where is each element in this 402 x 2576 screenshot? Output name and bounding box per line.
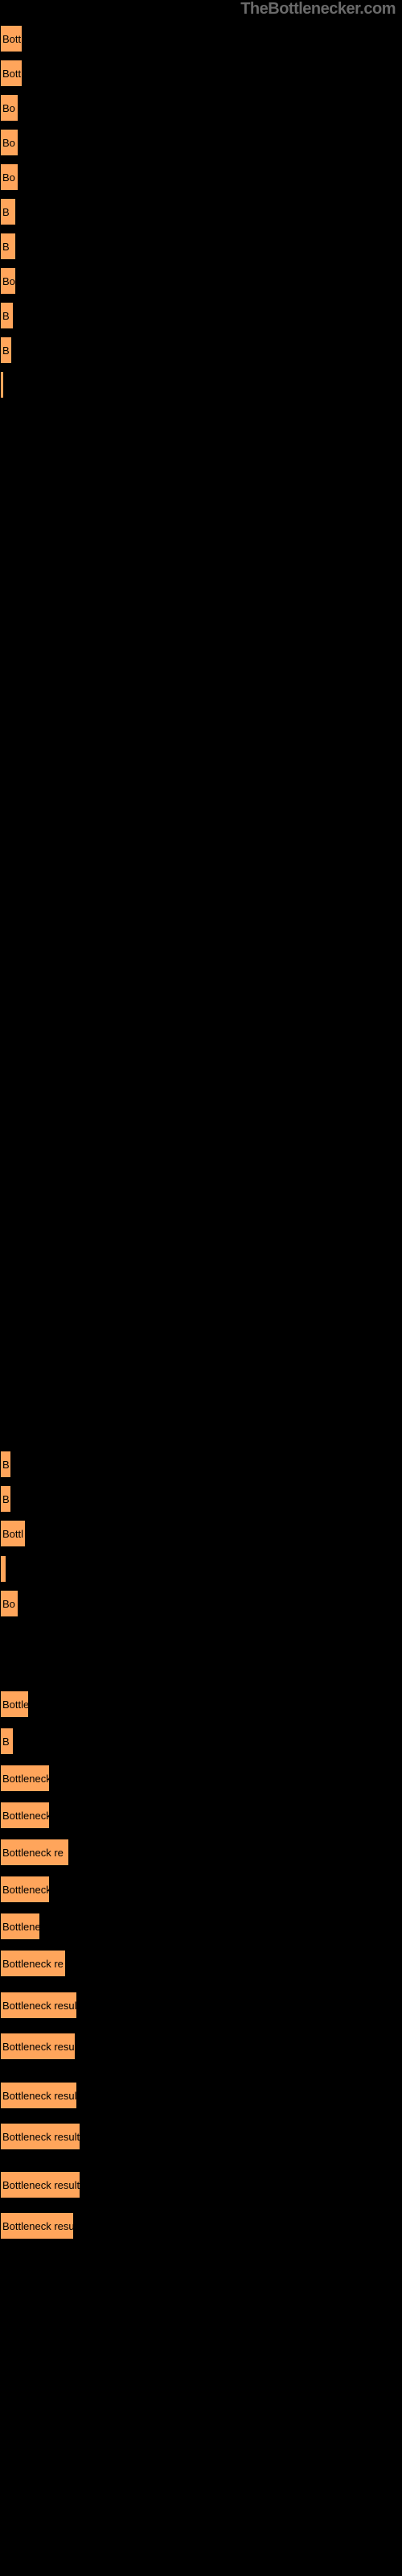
bar: B xyxy=(0,336,12,364)
bar: B xyxy=(0,233,16,260)
bar-row: Bottleneck xyxy=(0,1876,50,1903)
bar-row: Bottleneck re xyxy=(0,1950,66,1977)
bar: Bo xyxy=(0,267,16,295)
bar-row: Bo xyxy=(0,163,18,191)
bar: Bottleneck xyxy=(0,1802,50,1829)
bar: Bottleneck re xyxy=(0,1839,69,1866)
bar-row: Bottleneck xyxy=(0,1802,50,1829)
bar: Bottleneck re xyxy=(0,1950,66,1977)
bar-row: Bottleneck result xyxy=(0,2123,80,2150)
bar: B xyxy=(0,1451,11,1478)
bar-row: Bottl xyxy=(0,1520,26,1547)
bar-row: Bottleneck resul xyxy=(0,1992,77,2019)
bar: Bo xyxy=(0,163,18,191)
bar-row: B xyxy=(0,336,12,364)
bar: B xyxy=(0,302,14,329)
bar-row: Bo xyxy=(0,267,16,295)
watermark: TheBottlenecker.com xyxy=(240,0,396,19)
bar-row: B xyxy=(0,302,14,329)
bar: Bottle xyxy=(0,25,23,52)
bar-row: Bottleneck resul xyxy=(0,2082,77,2109)
bar: Bottleneck result xyxy=(0,2171,80,2198)
bar: Bottleneck xyxy=(0,1876,50,1903)
bar: Bottl xyxy=(0,1520,26,1547)
bar-row: Bottleneck re xyxy=(0,1839,69,1866)
bar-row: Bottleneck result xyxy=(0,2171,80,2198)
bar: Bottleneck result xyxy=(0,2123,80,2150)
bar: B xyxy=(0,198,16,225)
bar: Bottleneck xyxy=(0,1765,50,1792)
bar-row: Bottleneck resul xyxy=(0,2033,76,2060)
bar: B xyxy=(0,1728,14,1755)
bar-row: Bo xyxy=(0,94,18,122)
bar-row: B xyxy=(0,198,16,225)
bar-row: Bo xyxy=(0,1590,18,1617)
bar-row: Bottleneck resu xyxy=(0,2212,74,2240)
bar-row: B xyxy=(0,233,16,260)
bar: Bottleneck resul xyxy=(0,2033,76,2060)
bar: Bottleneck resu xyxy=(0,2212,74,2240)
bar: Bottleneck resul xyxy=(0,2082,77,2109)
bar-row: B xyxy=(0,1451,11,1478)
bar: Bo xyxy=(0,94,18,122)
bar-row: B xyxy=(0,1728,14,1755)
bar: Bottlene xyxy=(0,1913,40,1940)
bar-row: Bottl xyxy=(0,60,23,87)
bar-row xyxy=(0,1555,6,1583)
bar-row: Bottleneck xyxy=(0,1765,50,1792)
bar-row xyxy=(0,371,4,398)
bar: Bo xyxy=(0,129,18,156)
bar xyxy=(0,371,4,398)
bar-row: Bottle xyxy=(0,1690,29,1718)
bar-row: B xyxy=(0,1485,11,1513)
bar: B xyxy=(0,1485,11,1513)
bar xyxy=(0,1555,6,1583)
bar-row: Bottle xyxy=(0,25,23,52)
bar: Bo xyxy=(0,1590,18,1617)
bar-row: Bottlene xyxy=(0,1913,40,1940)
bar: Bottle xyxy=(0,1690,29,1718)
bar: Bottl xyxy=(0,60,23,87)
bar-row: Bo xyxy=(0,129,18,156)
bar: Bottleneck resul xyxy=(0,1992,77,2019)
